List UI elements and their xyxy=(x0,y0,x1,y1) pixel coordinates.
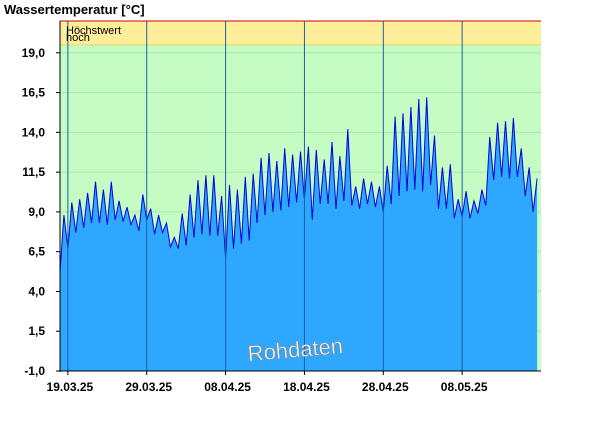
x-tick-label: 08.04.25 xyxy=(204,380,251,394)
y-tick-label: 1,5 xyxy=(28,324,45,338)
x-tick-labels: 19.03.25 29.03.25 08.04.25 18.04.25 28.04.25… xyxy=(47,371,488,394)
chart-title: Wassertemperatur [°C] xyxy=(4,2,145,17)
series-area xyxy=(60,97,538,372)
y-tick-label: 16,5 xyxy=(22,86,46,100)
y-tick-label: 11,5 xyxy=(22,165,45,179)
y-tick-label: 9,0 xyxy=(28,205,45,219)
x-grid-lines xyxy=(67,21,463,371)
y-tick-label: 14,0 xyxy=(22,125,46,139)
y-tick-label: 4,0 xyxy=(28,284,45,298)
x-tick-label: 19.03.25 xyxy=(47,380,94,394)
threshold-label-hoch: hoch xyxy=(66,32,90,44)
y-tick-label: 6,5 xyxy=(28,245,45,259)
x-tick-label: 29.03.25 xyxy=(125,380,172,394)
threshold-label-hoechstwert: Höchstwert xyxy=(66,25,121,37)
y-tick-labels: -1,0 1,5 4,0 6,5 9,0 11,5 14,0 16,5 19,0 xyxy=(22,46,60,378)
band-hoch xyxy=(60,21,541,45)
y-tick-label: 19,0 xyxy=(22,46,46,60)
axes xyxy=(59,21,541,372)
x-tick-label: 18.04.25 xyxy=(283,380,330,394)
y-tick-label: -1,0 xyxy=(24,364,45,378)
data-series xyxy=(59,97,538,372)
series-line xyxy=(59,97,538,273)
x-tick-label: 08.05.25 xyxy=(441,380,488,394)
x-tick-label: 28.04.25 xyxy=(362,380,409,394)
